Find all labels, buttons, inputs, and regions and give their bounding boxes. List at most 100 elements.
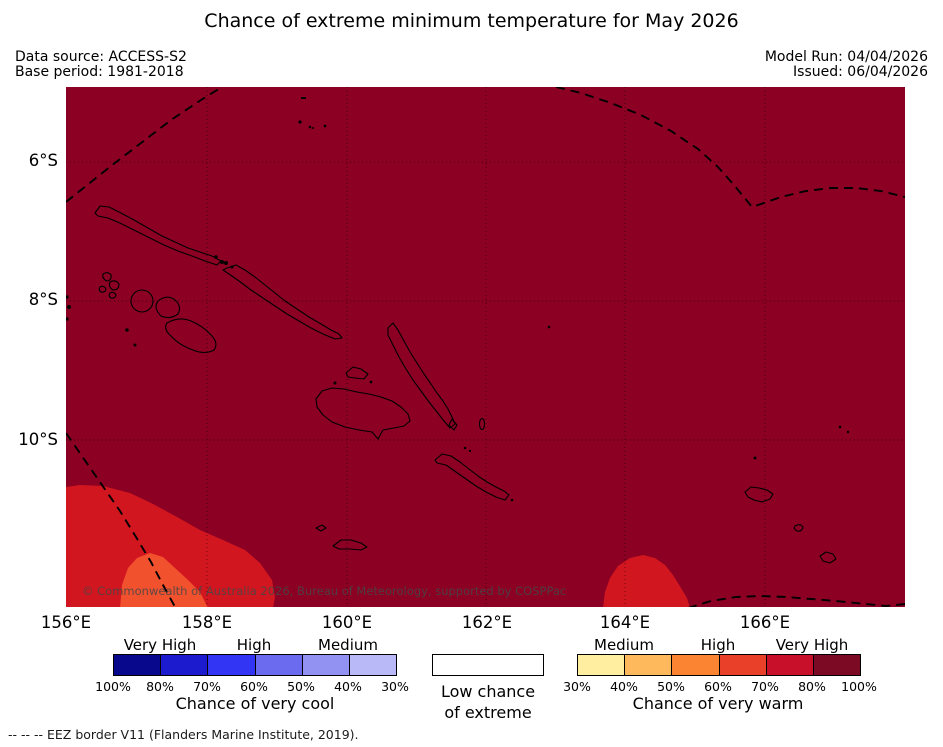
island-coastline-vanikoro — [819, 551, 837, 564]
warm-colorbar-segment-70 — [766, 655, 814, 675]
low-chance-box — [432, 654, 544, 676]
island-coastline-nendo — [744, 486, 774, 503]
map-graphics — [66, 87, 905, 607]
cool-colorbar-segment-100 — [114, 655, 162, 675]
lat-tick-label-8s: 8°S — [28, 290, 58, 309]
islet-sikaiana — [547, 325, 551, 329]
cool-pct-50: 50% — [287, 679, 315, 694]
graticule-gridlines — [66, 87, 905, 607]
islet-makira-east-1 — [510, 498, 514, 502]
lon-tick-label-166e: 166°E — [739, 613, 791, 632]
cool-colorbar-segment-60 — [255, 655, 303, 675]
cool-colorbar-title: Chance of very cool — [175, 694, 335, 713]
islet-tinakula — [753, 456, 757, 460]
islet-new-georgia-2 — [133, 343, 137, 347]
warm-colorbar-title: Chance of very warm — [632, 694, 804, 713]
warm-category-very-high: Very High — [775, 636, 849, 654]
island-coastline-ulawa — [478, 417, 486, 431]
cool-pct-40: 40% — [334, 679, 362, 694]
model-run-label: Model Run: 04/04/2026 — [764, 49, 928, 65]
base-period-label: Base period: 1981-2018 — [15, 64, 184, 80]
probability-patch-70-80-southwest — [66, 485, 275, 607]
warm-category-high: High — [700, 636, 736, 654]
islet-malaita-south-1 — [463, 446, 467, 450]
cool-category-high: High — [236, 636, 272, 654]
islet-ontong-java-5 — [312, 127, 314, 129]
island-coastline-santa-isabel — [222, 264, 343, 340]
cool-colorbar-segment-50 — [302, 655, 350, 675]
islet-edge-2 — [67, 305, 71, 309]
islet-specks — [66, 97, 850, 502]
islet-choiseul-tip-1 — [224, 261, 228, 265]
islet-ontong-java-1 — [301, 97, 306, 99]
copyright-watermark: © Commonwealth of Australia 2026, Bureau… — [82, 584, 567, 598]
cool-colorbar-segment-40 — [349, 655, 397, 675]
islet-savo — [333, 381, 337, 385]
eez-border-northeast — [555, 87, 905, 209]
island-coastline-malaita — [387, 322, 456, 429]
cool-category-very-high: Very High — [123, 636, 197, 654]
eez-footnote: -- -- -- EEZ border V11 (Flanders Marine… — [8, 727, 359, 742]
island-coastline-new-georgia — [165, 318, 217, 354]
island-coastline-maramasike — [448, 418, 458, 431]
lon-tick-label-160e: 160°E — [321, 613, 373, 632]
data-source-label: Data source: ACCESS-S2 — [15, 49, 187, 65]
island-coastline-bellona — [315, 524, 327, 532]
warm-pct-80: 80% — [798, 679, 826, 694]
cool-pct-80: 80% — [146, 679, 174, 694]
cool-colorbar-segment-80 — [161, 655, 209, 675]
eez-border-southwest — [66, 432, 178, 607]
cool-pct-30: 30% — [381, 679, 409, 694]
island-coastline-rennell — [332, 539, 368, 551]
cool-category-medium: Medium — [318, 636, 378, 654]
warm-pct-50: 50% — [657, 679, 685, 694]
island-coastline-florida-islands — [345, 366, 369, 380]
cool-pct-60: 60% — [240, 679, 268, 694]
islet-edge-1 — [66, 295, 69, 299]
islet-reef-2 — [846, 430, 850, 434]
cool-pct-70: 70% — [193, 679, 221, 694]
lon-tick-label-156e: 156°E — [40, 613, 92, 632]
lon-tick-label-164e: 164°E — [599, 613, 651, 632]
island-coastlines — [94, 205, 837, 564]
low-chance-label-line1: Low chance — [440, 682, 536, 701]
islet-isabel-nw-2 — [220, 260, 224, 264]
islet-new-georgia-1 — [125, 328, 129, 332]
lon-tick-label-158e: 158°E — [181, 613, 233, 632]
eez-border-south — [688, 595, 905, 607]
cool-pct-100: 100% — [95, 679, 131, 694]
lat-tick-label-10s: 10°S — [18, 430, 58, 449]
probability-patch-60-70-southwest — [120, 553, 208, 607]
warm-colorbar-segment-40 — [625, 655, 673, 675]
island-coastline-new-georgia-north — [155, 296, 181, 319]
islet-choiseul-tip-2 — [230, 265, 234, 269]
eez-border-northwest — [66, 87, 223, 203]
island-coastline-shortlands — [98, 272, 120, 299]
low-chance-label-line2: of extreme — [444, 703, 532, 722]
issued-label: Issued: 06/04/2026 — [793, 64, 928, 80]
header-right: Model Run: 04/04/2026 Issued: 06/04/2026 — [765, 50, 928, 80]
eez-border-lines — [66, 87, 905, 607]
warm-category-medium: Medium — [594, 636, 654, 654]
warm-colorbar-segment-30 — [578, 655, 626, 675]
lat-tick-label-6s: 6°S — [28, 151, 58, 170]
warm-colorbar — [577, 654, 861, 676]
warm-colorbar-segment-50 — [672, 655, 720, 675]
warm-pct-70: 70% — [751, 679, 779, 694]
warm-pct-30: 30% — [563, 679, 591, 694]
islet-florida-east — [369, 380, 373, 384]
warm-pct-40: 40% — [610, 679, 638, 694]
page-title: Chance of extreme minimum temperature fo… — [204, 10, 739, 32]
map-plot-area: © Commonwealth of Australia 2026, Bureau… — [66, 87, 905, 607]
islet-edge-3 — [66, 317, 69, 321]
island-coastline-makira — [434, 453, 510, 501]
islet-ontong-java-4 — [323, 124, 327, 128]
warm-pct-100: 100% — [841, 679, 877, 694]
islet-ontong-java-2 — [298, 120, 302, 124]
warm-colorbar-segment-80 — [813, 655, 861, 675]
lon-tick-label-162e: 162°E — [461, 613, 513, 632]
islet-malaita-south-2 — [468, 449, 472, 453]
probability-patch-70-80-south — [603, 555, 690, 607]
islet-isabel-nw-1 — [214, 255, 218, 259]
